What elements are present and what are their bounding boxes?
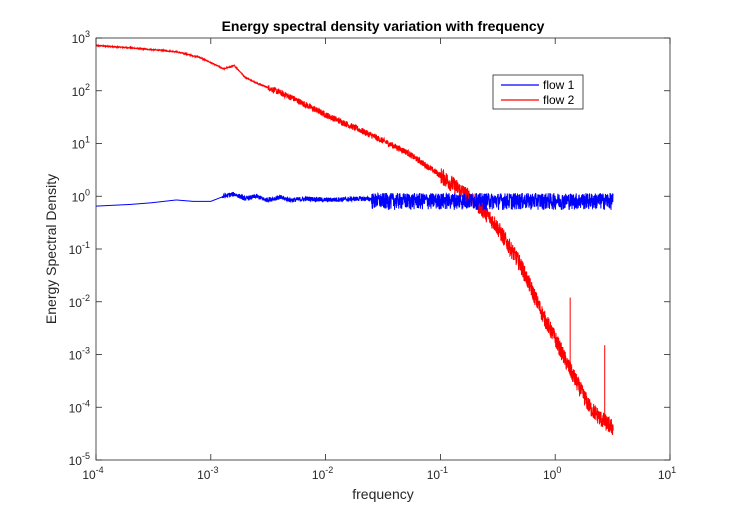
- y-tick-label: 10-1: [69, 240, 90, 257]
- series-flow-2-line: [95, 43, 614, 435]
- x-tick-label: 10-1: [427, 465, 448, 482]
- x-tick-label: 101: [658, 465, 676, 482]
- x-axis-label: frequency: [352, 486, 413, 502]
- x-tick-label: 10-3: [197, 465, 218, 482]
- traces: [95, 43, 614, 435]
- ticks: 10-4 10-3 10-2 10-1 100 10110-510-410-310-210…: [69, 29, 677, 482]
- y-axis-label: Energy Spectral Density: [43, 174, 59, 324]
- y-tick-label: 10-3: [69, 346, 90, 363]
- x-tick-label: 10-2: [312, 465, 333, 482]
- x-tick-label: 10-4: [82, 465, 103, 482]
- y-tick-label: 102: [72, 82, 90, 99]
- legend-label-1: flow 1: [543, 78, 575, 92]
- y-tick-label: 10-2: [69, 293, 90, 310]
- chart-title: Energy spectral density variation with f…: [222, 18, 545, 34]
- legend-label-2: flow 2: [543, 93, 575, 107]
- legend-box: [492, 74, 584, 110]
- series-flow-1-line: [95, 191, 614, 211]
- x-tick-label: 100: [543, 465, 561, 482]
- y-tick-label: 10-4: [69, 398, 90, 415]
- y-tick-label: 10-5: [69, 451, 90, 468]
- y-tick-label: 101: [72, 135, 90, 152]
- y-tick-label: 100: [72, 187, 90, 204]
- y-tick-label: 103: [72, 29, 90, 46]
